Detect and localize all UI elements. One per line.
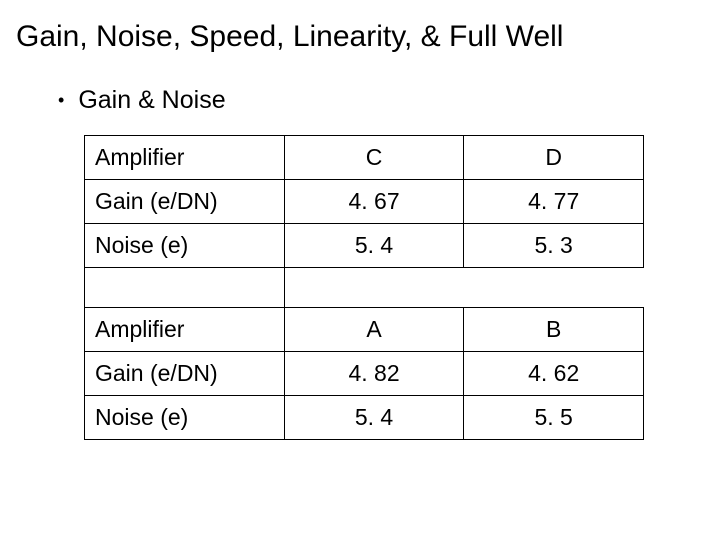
bullet-list: • Gain & Noise [58,86,710,115]
table-cell-label: Noise (e) [85,224,285,268]
table-cell-value: 5. 3 [464,224,644,268]
table-spacer-cell [85,268,285,308]
bullet-item: • Gain & Noise [58,86,710,115]
table-cell-label: Gain (e/DN) [85,180,285,224]
table-cell-value: 4. 82 [284,352,464,396]
table-cell-value: C [284,136,464,180]
table-cell-value: D [464,136,644,180]
table-cell-value: A [284,308,464,352]
table-cell-label: Amplifier [85,136,285,180]
table-row: Amplifier A B [85,308,644,352]
table-cell-value: B [464,308,644,352]
table-cell-value: 5. 4 [284,396,464,440]
data-table: Amplifier C D Gain (e/DN) 4. 67 4. 77 No… [84,135,644,440]
table-cell-label: Noise (e) [85,396,285,440]
table-spacer-cell [284,268,464,308]
bullet-marker: • [58,90,64,111]
table-row: Amplifier C D [85,136,644,180]
table-cell-label: Gain (e/DN) [85,352,285,396]
table-row: Noise (e) 5. 4 5. 5 [85,396,644,440]
table-cell-value: 5. 4 [284,224,464,268]
table-cell-value: 5. 5 [464,396,644,440]
table-cell-value: 4. 77 [464,180,644,224]
data-table-wrapper: Amplifier C D Gain (e/DN) 4. 67 4. 77 No… [84,135,670,440]
table-row: Noise (e) 5. 4 5. 3 [85,224,644,268]
table-row: Gain (e/DN) 4. 82 4. 62 [85,352,644,396]
table-spacer-cell [464,268,644,308]
table-cell-value: 4. 67 [284,180,464,224]
table-cell-value: 4. 62 [464,352,644,396]
bullet-text: Gain & Noise [78,86,225,115]
table-row: Gain (e/DN) 4. 67 4. 77 [85,180,644,224]
table-cell-label: Amplifier [85,308,285,352]
table-spacer-row [85,268,644,308]
page-title: Gain, Noise, Speed, Linearity, & Full We… [16,20,710,54]
